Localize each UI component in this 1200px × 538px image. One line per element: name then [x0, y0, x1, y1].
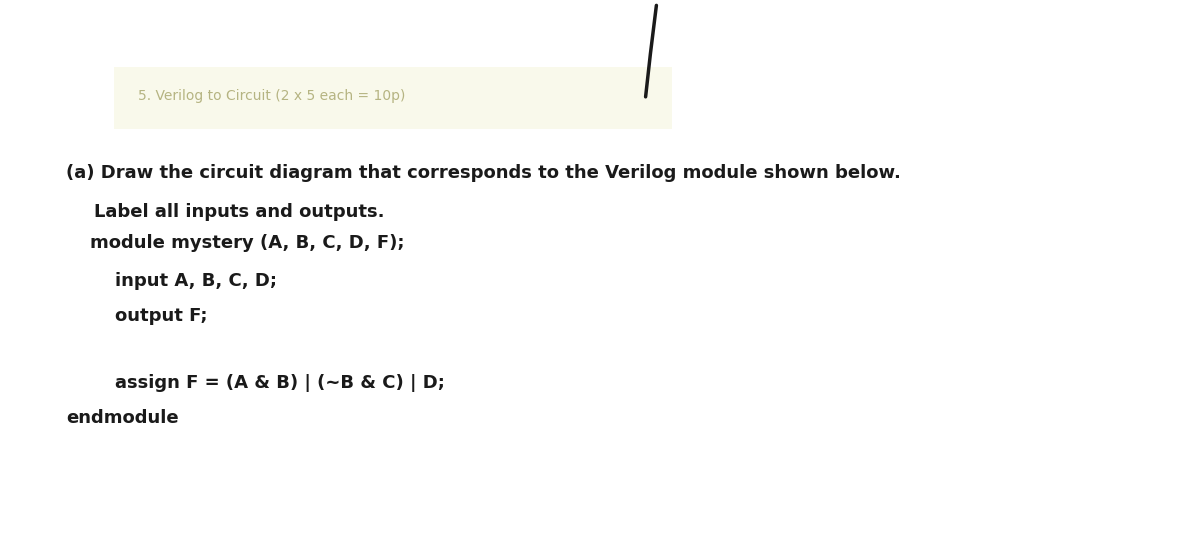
Text: input A, B, C, D;: input A, B, C, D;: [90, 272, 277, 289]
Text: endmodule: endmodule: [66, 409, 179, 427]
Text: 5. Verilog to Circuit (2 x 5 each = 10p): 5. Verilog to Circuit (2 x 5 each = 10p): [138, 89, 406, 103]
Text: output F;: output F;: [90, 307, 208, 324]
FancyBboxPatch shape: [114, 67, 672, 129]
Text: assign F = (A & B) | (~B & C) | D;: assign F = (A & B) | (~B & C) | D;: [90, 374, 445, 392]
Text: (a) Draw the circuit diagram that corresponds to the Verilog module shown below.: (a) Draw the circuit diagram that corres…: [66, 164, 901, 182]
Text: module mystery (A, B, C, D, F);: module mystery (A, B, C, D, F);: [90, 234, 404, 252]
Text: Label all inputs and outputs.: Label all inputs and outputs.: [94, 203, 384, 221]
